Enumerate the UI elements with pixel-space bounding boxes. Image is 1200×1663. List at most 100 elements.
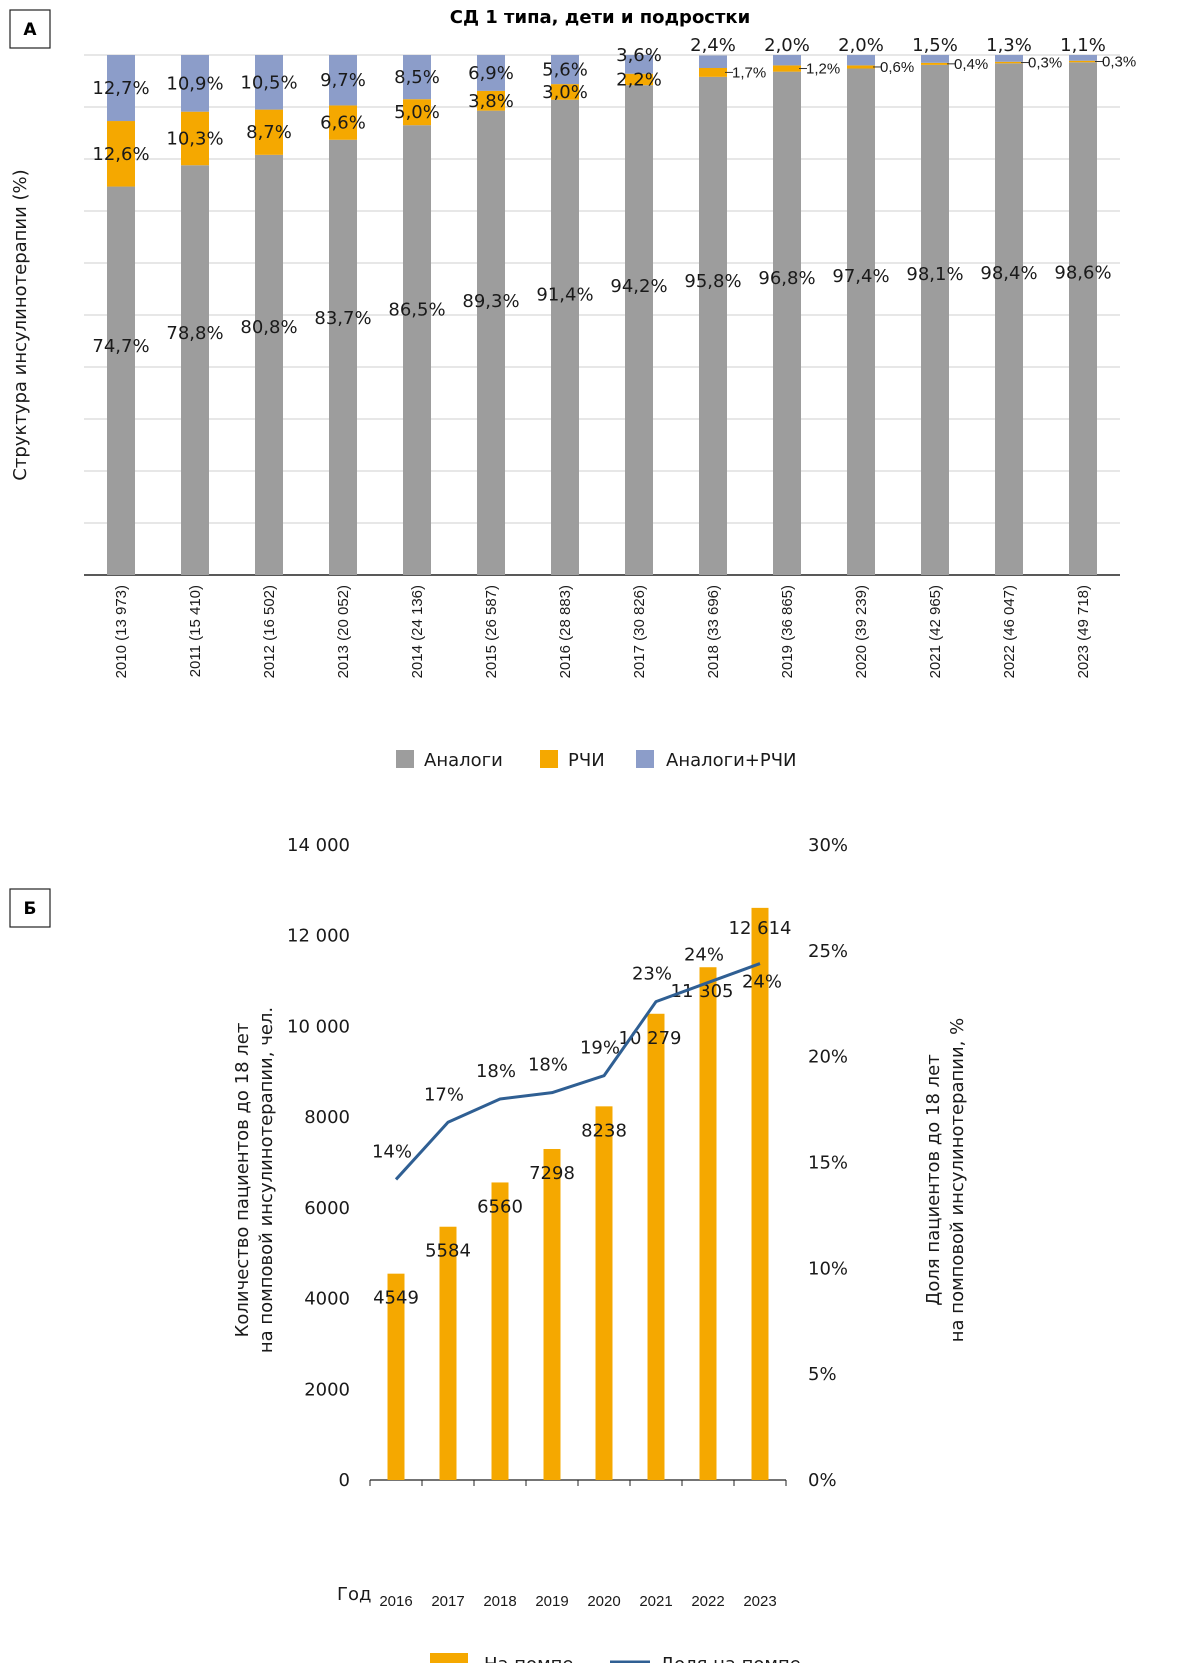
bar-pump bbox=[751, 907, 769, 1480]
data-label-analogs: 94,2% bbox=[610, 276, 667, 297]
bar-analogs-rchi bbox=[107, 55, 135, 122]
x-tick-label-b: 2020 bbox=[587, 1593, 620, 1610]
x-tick-label-a: 2019 (36 865) bbox=[779, 585, 796, 678]
data-label-analogs-rchi: 5,6% bbox=[542, 60, 588, 81]
x-tick-label-a: 2016 (28 883) bbox=[557, 585, 574, 678]
data-label-rchi: 0,4% bbox=[954, 56, 988, 73]
data-label-analogs: 96,8% bbox=[758, 268, 815, 289]
data-label-rchi: 12,6% bbox=[92, 144, 149, 165]
legend-label-pump-share: Доля на помпе bbox=[660, 1654, 801, 1663]
panel-a-label: А bbox=[23, 20, 37, 40]
bar-analogs bbox=[773, 71, 801, 575]
x-tick-label-b: 2017 bbox=[431, 1593, 464, 1610]
x-tick-label-b: 2019 bbox=[535, 1593, 568, 1610]
x-tick-label-a: 2020 (39 239) bbox=[853, 585, 870, 678]
bar-analogs bbox=[403, 125, 431, 575]
data-label-rchi: 3,8% bbox=[468, 91, 514, 112]
bar-rchi bbox=[107, 121, 135, 187]
bar-rchi bbox=[477, 90, 505, 111]
y-tick-label-left: 4000 bbox=[304, 1289, 350, 1310]
bar-analogs bbox=[847, 68, 875, 576]
data-label-analogs: 98,4% bbox=[980, 263, 1037, 284]
bar-analogs-rchi bbox=[255, 55, 283, 110]
data-label-rchi: 8,7% bbox=[246, 122, 292, 143]
data-label-pump-share: 14% bbox=[372, 1141, 412, 1162]
chart-a: 2010 (13 973) 74,7% 12,6% 12,7% 2011 (15 410… bbox=[84, 35, 1136, 678]
y-tick-label-left: 2000 bbox=[304, 1379, 350, 1400]
legend-swatch-mixed bbox=[636, 750, 654, 768]
data-label-analogs-rchi: 3,6% bbox=[616, 45, 662, 66]
y-tick-label-right: 30% bbox=[808, 835, 848, 856]
bar-rchi bbox=[773, 65, 801, 72]
panel-a-label-box: А bbox=[9, 9, 51, 49]
bar-analogs-rchi bbox=[625, 55, 653, 74]
bar-analogs-rchi bbox=[551, 55, 579, 85]
chart-a-legend: Аналоги РЧИ Аналоги+РЧИ bbox=[396, 750, 797, 771]
x-tick-label-b: 2018 bbox=[483, 1593, 516, 1610]
data-label-pump-share: 18% bbox=[528, 1055, 568, 1076]
data-label-pump: 5584 bbox=[425, 1241, 471, 1262]
data-label-analogs-rchi: 10,9% bbox=[166, 73, 223, 94]
panel-b-label-box: Б bbox=[9, 888, 51, 928]
data-label-pump-share: 23% bbox=[632, 964, 672, 985]
bar-pump bbox=[647, 1013, 665, 1480]
bar-rchi bbox=[551, 84, 579, 100]
bar-rchi bbox=[329, 105, 357, 140]
data-label-analogs: 98,1% bbox=[906, 264, 963, 285]
bar-analogs bbox=[995, 63, 1023, 575]
data-label-pump: 8238 bbox=[581, 1120, 627, 1141]
chart-b: 0 2000 4000 6000 8000 10 000 12 000 14 000 0% 5% 1… bbox=[287, 835, 848, 1610]
bar-analogs-rchi bbox=[1069, 55, 1097, 61]
y-tick-label-right: 15% bbox=[808, 1153, 848, 1174]
x-tick-label-b: 2021 bbox=[639, 1593, 672, 1610]
data-label-analogs-rchi: 1,5% bbox=[912, 35, 958, 56]
data-label-pump-share: 24% bbox=[742, 972, 782, 993]
bar-analogs-rchi bbox=[773, 55, 801, 66]
bar-rchi bbox=[255, 109, 283, 155]
bar-rchi bbox=[403, 99, 431, 126]
legend-swatch-analogs bbox=[396, 750, 414, 768]
bar-analogs bbox=[107, 186, 135, 575]
y-tick-label-right: 25% bbox=[808, 941, 848, 962]
y-tick-label-left: 6000 bbox=[304, 1198, 350, 1219]
y-tick-label-right: 5% bbox=[808, 1364, 837, 1385]
bar-analogs-rchi bbox=[699, 55, 727, 68]
data-label-rchi: 1,7% bbox=[732, 64, 766, 81]
bar-rchi bbox=[1069, 60, 1097, 63]
x-tick-label-b: 2016 bbox=[379, 1593, 412, 1610]
bar-analogs-rchi bbox=[403, 55, 431, 100]
y-tick-label-right: 10% bbox=[808, 1258, 848, 1279]
bar-analogs bbox=[255, 154, 283, 575]
data-label-analogs-rchi: 2,4% bbox=[690, 35, 736, 56]
data-label-analogs-rchi: 2,0% bbox=[764, 35, 810, 56]
data-label-pump-share: 19% bbox=[580, 1038, 620, 1059]
x-tick-label-a: 2023 (49 718) bbox=[1075, 585, 1092, 678]
legend-label-analogs: Аналоги bbox=[424, 750, 503, 771]
data-label-rchi: 3,0% bbox=[542, 82, 588, 103]
bar-pump bbox=[491, 1182, 509, 1480]
data-label-rchi: 0,3% bbox=[1028, 55, 1062, 72]
bar-analogs-rchi bbox=[477, 55, 505, 91]
data-label-pump: 6560 bbox=[477, 1196, 523, 1217]
x-tick-label-a: 2015 (26 587) bbox=[483, 585, 500, 678]
data-label-analogs-rchi: 1,3% bbox=[986, 35, 1032, 56]
data-label-pump: 10 279 bbox=[619, 1028, 682, 1049]
data-label-analogs-rchi: 10,5% bbox=[240, 72, 297, 93]
chart-b-ylabel-right-line1: Доля пациентов до 18 лет bbox=[923, 1054, 944, 1305]
data-label-rchi: 0,3% bbox=[1102, 54, 1136, 71]
x-tick-label-a: 2018 (33 696) bbox=[705, 585, 722, 678]
data-label-pump: 12 614 bbox=[729, 918, 792, 939]
legend-swatch-rchi bbox=[540, 750, 558, 768]
chart-b-ylabel-left-line1: Количество пациентов до 18 лет bbox=[232, 1023, 253, 1338]
bar-rchi bbox=[921, 62, 949, 65]
data-label-analogs: 83,7% bbox=[314, 308, 371, 329]
x-tick-label-a: 2021 (42 965) bbox=[927, 585, 944, 678]
chart-a-ylabel: Структура инсулинотерапии (%) bbox=[10, 169, 31, 480]
data-label-pump: 7298 bbox=[529, 1163, 575, 1184]
data-label-analogs: 97,4% bbox=[832, 266, 889, 287]
legend-swatch-pump bbox=[430, 1653, 468, 1663]
x-tick-label-a: 2012 (16 502) bbox=[261, 585, 278, 678]
chart-b-legend: На помпе Доля на помпе bbox=[430, 1653, 801, 1663]
bar-analogs bbox=[477, 110, 505, 575]
bar-analogs bbox=[699, 76, 727, 575]
